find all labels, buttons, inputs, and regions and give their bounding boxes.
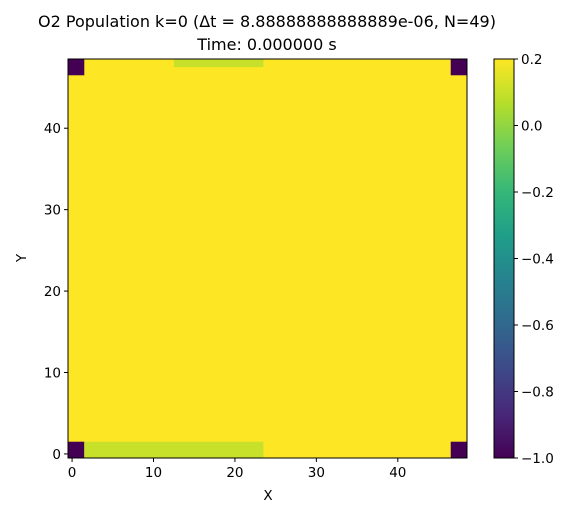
x-axis-label: X — [263, 488, 272, 504]
x-tick-label: 30 — [308, 465, 325, 481]
y-tick-label: 20 — [44, 284, 61, 300]
x-axis: 0 10 20 30 40 — [68, 458, 406, 481]
heatmap-cell — [450, 59, 467, 76]
chart-title: O2 Population k=0 (Δt = 8.88888888888889… — [38, 12, 496, 31]
colorbar — [493, 58, 515, 459]
heatmap-cell — [68, 59, 85, 76]
y-tick-label: 30 — [44, 203, 61, 219]
y-tick-label: 10 — [44, 366, 61, 382]
x-tick-label: 10 — [145, 465, 162, 481]
heatmap-cell — [450, 441, 467, 458]
heatmap-area — [68, 59, 467, 458]
x-tick-label: 0 — [68, 465, 77, 481]
colorbar-tick-label: −0.6 — [521, 318, 554, 334]
plot-frame — [67, 58, 468, 459]
y-axis: 0 10 20 30 40 — [44, 121, 68, 463]
heatmap-cell — [173, 59, 264, 68]
colorbar-tick-label: −0.4 — [521, 252, 554, 268]
y-tick-label: 40 — [44, 121, 61, 137]
colorbar-tick-label: −1.0 — [521, 451, 554, 467]
y-tick-label: 0 — [52, 447, 61, 463]
colorbar-ticks: 0.2 0.0 −0.2 −0.4 −0.6 −0.8 −1.0 — [514, 52, 554, 467]
heatmap-cell — [84, 441, 264, 458]
colorbar-tick-label: −0.2 — [521, 185, 554, 201]
heatmap-cell — [68, 441, 85, 458]
x-tick-label: 20 — [226, 465, 243, 481]
colorbar-tick-label: 0.2 — [521, 52, 542, 68]
heatmap-background — [68, 59, 467, 458]
chart-subtitle: Time: 0.000000 s — [196, 35, 336, 54]
y-axis-label: Y — [14, 253, 30, 263]
colorbar-tick-label: 0.0 — [521, 119, 542, 135]
colorbar-tick-label: −0.8 — [521, 385, 554, 401]
x-tick-label: 40 — [389, 465, 406, 481]
